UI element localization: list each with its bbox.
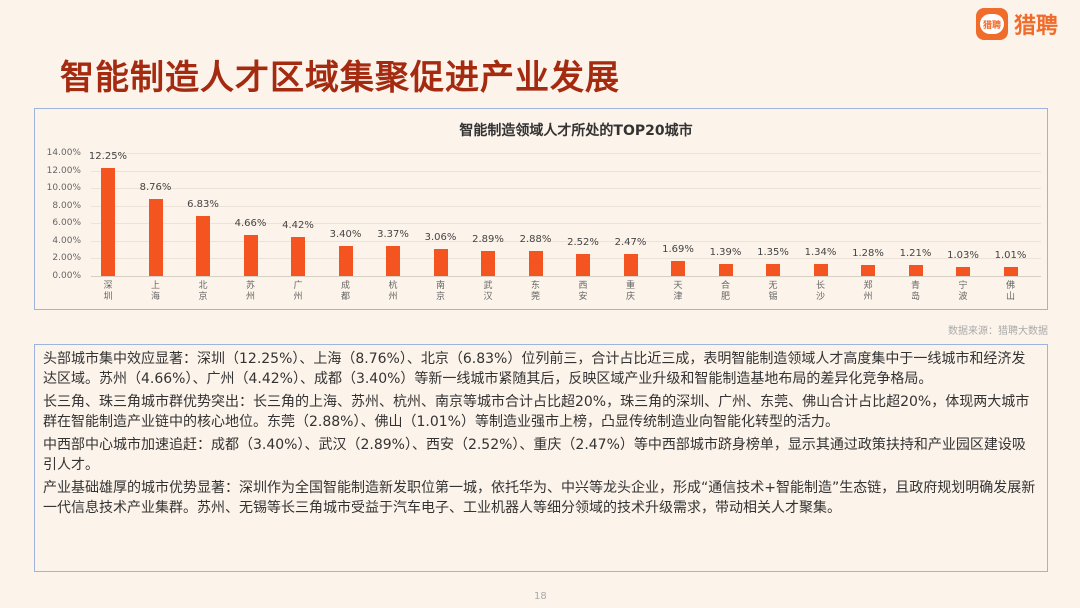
analysis-text-box: 头部城市集中效应显著：深圳（12.25%）、上海（8.76%）、北京（6.83%… [34, 344, 1048, 572]
bar-value-label: 4.66% [234, 218, 267, 230]
x-axis-line [91, 276, 1041, 277]
data-source: 数据来源：猎聘大数据 [948, 326, 1048, 337]
bar [956, 266, 970, 276]
category-label: 佛山 [1005, 281, 1015, 302]
gridline [91, 170, 1041, 172]
bar-value-label: 2.89% [472, 233, 504, 245]
bar-value-label: 2.88% [519, 233, 552, 245]
paragraph-city-clusters: 长三角、珠三角城市群优势突出：长三角的上海、苏州、杭州、南京等城市合计占比超20… [43, 394, 1030, 430]
bar [671, 261, 685, 276]
bar [908, 265, 923, 276]
y-tick-label: 0.00% [52, 271, 81, 281]
bar [101, 168, 115, 276]
bar-value-label: 1.35% [757, 247, 789, 259]
category-label: 合肥 [720, 281, 730, 302]
bar-value-label: 3.06% [424, 232, 457, 244]
plot-area: 12.25% 深圳 8.76% 上海 6.83% 北京 4.66% 苏州 4.42% 广州 3.40… [89, 109, 1041, 309]
y-tick-label: 10.00% [46, 183, 81, 194]
bar [243, 235, 258, 276]
gridline [91, 240, 1041, 242]
category-label: 东莞 [530, 281, 540, 302]
category-label: 郑州 [863, 281, 873, 302]
bar [813, 264, 828, 276]
category-label: 广州 [293, 281, 303, 302]
logo-icon: 猎聘 [976, 8, 1008, 40]
category-label: 深圳 [103, 281, 113, 302]
category-label: 杭州 [388, 281, 398, 302]
category-label: 南京 [435, 281, 445, 302]
bar-value-label: 1.28% [852, 247, 884, 259]
y-tick-label: 12.00% [46, 165, 81, 176]
logo: 猎聘 猎聘 [976, 8, 1058, 40]
bar [148, 199, 163, 276]
bar-value-label: 2.47% [614, 237, 647, 249]
category-label: 西安 [578, 281, 588, 302]
paragraph-head-cities: 头部城市集中效应显著：深圳（12.25%）、上海（8.76%）、北京（6.83%… [43, 351, 1026, 387]
bar [386, 246, 400, 276]
category-label: 北京 [198, 281, 208, 302]
category-label: 武汉 [483, 281, 493, 302]
bar-value-label: 1.34% [804, 247, 837, 259]
gridline [91, 223, 1041, 225]
bar [766, 264, 780, 276]
bar [338, 246, 353, 276]
bar-value-label: 2.52% [567, 236, 599, 248]
bar-value-label: 6.83% [187, 198, 219, 210]
paragraph-central-west: 中西部中心城市加速追赶：成都（3.40%）、武汉（2.89%）、西安（2.52%… [43, 437, 1026, 473]
y-tick-label: 2.00% [52, 253, 81, 264]
logo-badge-text: 猎聘 [980, 14, 1004, 34]
bar-value-label: 1.01% [994, 250, 1027, 262]
bar-value-label: 8.76% [139, 182, 172, 194]
category-label: 苏州 [245, 281, 255, 302]
bar [481, 250, 495, 276]
paragraph-industrial-base: 产业基础雄厚的城市优势显著：深圳作为全国智能制造新发职位第一城，依托华为、中兴等… [43, 480, 1036, 516]
bar-value-label: 1.03% [947, 249, 979, 261]
bar [433, 249, 448, 276]
bar-value-label: 1.39% [709, 246, 742, 258]
gridline [91, 153, 1041, 154]
y-tick-label: 14.00% [46, 148, 81, 158]
page-number: 18 [534, 591, 547, 602]
chart-container: 智能制造领域人才所处的TOP20城市 0.00% 2.00% 4.00% 6.00% 8… [34, 108, 1048, 310]
gridline [91, 258, 1041, 260]
bar-value-label: 4.42% [282, 220, 314, 232]
bar-value-label: 1.69% [662, 244, 694, 256]
category-label: 上海 [150, 281, 160, 302]
bar [576, 253, 590, 276]
bar-value-label: 1.21% [899, 248, 932, 260]
logo-text: 猎聘 [1014, 14, 1059, 39]
bar [861, 264, 875, 276]
category-label: 宁波 [958, 281, 968, 302]
category-label: 青岛 [910, 281, 920, 302]
category-label: 长沙 [815, 281, 825, 302]
bar [291, 237, 305, 276]
bar [1003, 267, 1018, 276]
category-label: 天津 [673, 281, 683, 302]
category-label: 无锡 [768, 281, 778, 302]
page-title: 智能制造人才区域集聚促进产业发展 [60, 58, 620, 98]
y-tick-label: 4.00% [52, 235, 81, 246]
y-axis: 0.00% 2.00% 4.00% 6.00% 8.00% 10.00% 12.00% 14.… [35, 109, 81, 309]
gridline [91, 188, 1041, 190]
bar [623, 254, 638, 276]
bar-value-label: 3.37% [377, 229, 409, 241]
y-tick-label: 8.00% [52, 200, 81, 211]
chart-title: 智能制造领域人才所处的TOP20城市 [459, 123, 693, 139]
bar-value-label: 12.25% [88, 151, 128, 163]
gridline [91, 205, 1041, 207]
bar-value-label: 3.40% [329, 229, 362, 241]
bar [528, 250, 543, 276]
bar [196, 215, 210, 276]
y-tick-label: 6.00% [52, 218, 81, 229]
category-label: 成都 [340, 281, 350, 302]
bar [718, 263, 733, 276]
category-label: 重庆 [625, 281, 635, 302]
